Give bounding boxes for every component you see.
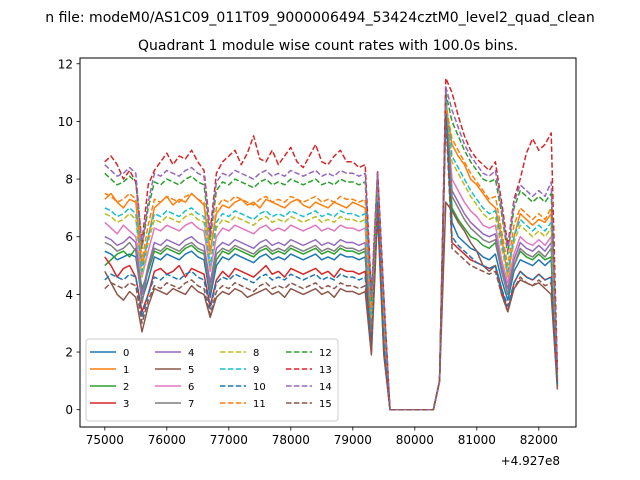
series-line-12 xyxy=(104,91,559,411)
series-line-5 xyxy=(104,201,559,411)
legend-label-7: 7 xyxy=(188,399,194,410)
x-tick-label: 78000 xyxy=(272,433,310,447)
x-tick-label: 79000 xyxy=(334,433,372,447)
figure-suptitle: n file: modeM0/AS1C09_011T09_9000006494_… xyxy=(45,10,594,26)
legend-label-12: 12 xyxy=(319,348,332,359)
legend-label-11: 11 xyxy=(253,399,266,410)
x-tick-label: 75000 xyxy=(86,433,124,447)
x-tick-label: 82000 xyxy=(520,433,558,447)
legend-label-0: 0 xyxy=(123,348,129,359)
legend-frame xyxy=(85,338,339,422)
legend-label-6: 6 xyxy=(188,382,194,393)
legend-label-14: 14 xyxy=(319,382,332,393)
legend-label-13: 13 xyxy=(319,365,332,376)
legend-label-9: 9 xyxy=(253,365,259,376)
series-line-13 xyxy=(104,77,559,411)
x-tick-label: 81000 xyxy=(458,433,496,447)
x-tick-label: 76000 xyxy=(148,433,186,447)
legend-label-1: 1 xyxy=(123,365,129,376)
y-tick-label: 4 xyxy=(65,288,73,302)
series-line-1 xyxy=(104,106,559,411)
series-line-7 xyxy=(104,94,559,411)
legend-label-15: 15 xyxy=(319,399,332,410)
legend-label-3: 3 xyxy=(123,399,129,410)
x-tick-label: 80000 xyxy=(396,433,434,447)
y-tick-label: 10 xyxy=(58,115,73,129)
y-tick-label: 8 xyxy=(65,173,73,187)
series-line-0 xyxy=(104,91,559,411)
chart-title: Quadrant 1 module wise count rates with … xyxy=(138,38,518,54)
series-line-4 xyxy=(104,91,559,411)
series-line-6 xyxy=(104,106,559,411)
legend-label-5: 5 xyxy=(188,365,194,376)
plot-frame xyxy=(79,57,577,428)
series-line-14 xyxy=(104,86,559,411)
series-line-8 xyxy=(104,100,559,411)
series-line-15 xyxy=(104,114,559,411)
y-tick-label: 6 xyxy=(65,230,73,244)
series-line-10 xyxy=(104,106,559,411)
x-tick-label: 77000 xyxy=(210,433,248,447)
series-line-11 xyxy=(104,103,559,411)
legend-label-4: 4 xyxy=(188,348,194,359)
axis-ticks-layer: 75000 76000 77000 78000 79000 80000 81000 82000… xyxy=(58,57,558,447)
series-line-9 xyxy=(104,97,559,411)
plot-series-layer xyxy=(104,77,559,411)
x-offset-label: +4.927e8 xyxy=(501,454,560,468)
series-line-2 xyxy=(104,97,559,411)
legend-label-8: 8 xyxy=(253,348,259,359)
legend-label-2: 2 xyxy=(123,382,129,393)
y-tick-label: 12 xyxy=(58,57,73,71)
y-tick-label: 0 xyxy=(65,403,73,417)
legend-label-10: 10 xyxy=(253,382,266,393)
y-tick-label: 2 xyxy=(65,346,73,360)
